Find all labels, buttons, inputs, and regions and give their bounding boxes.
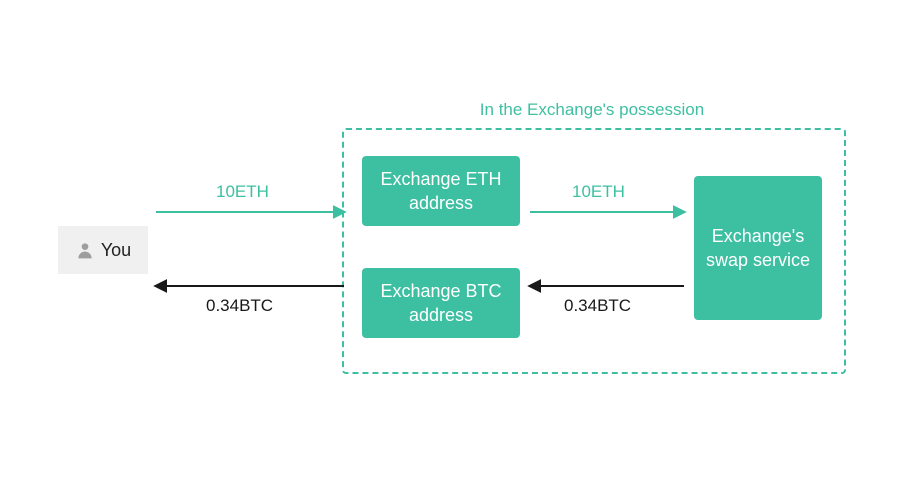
eth-address-label: Exchange ETH address (370, 167, 512, 216)
exchange-swap-service-node: Exchange's swap service (694, 176, 822, 320)
diagram-canvas: In the Exchange's possession You Exchang… (0, 0, 900, 500)
exchange-container-title: In the Exchange's possession (342, 100, 842, 120)
exchange-eth-address-node: Exchange ETH address (362, 156, 520, 226)
user-icon (75, 240, 95, 260)
arrow-label-you-to-eth: 10ETH (216, 182, 269, 202)
you-node: You (58, 226, 148, 274)
arrow-label-btc-to-you: 0.34BTC (206, 296, 273, 316)
you-label: You (101, 240, 131, 261)
swap-service-label: Exchange's swap service (702, 224, 814, 273)
arrow-label-swap-to-btc: 0.34BTC (564, 296, 631, 316)
arrow-label-eth-to-swap: 10ETH (572, 182, 625, 202)
exchange-btc-address-node: Exchange BTC address (362, 268, 520, 338)
btc-address-label: Exchange BTC address (370, 279, 512, 328)
